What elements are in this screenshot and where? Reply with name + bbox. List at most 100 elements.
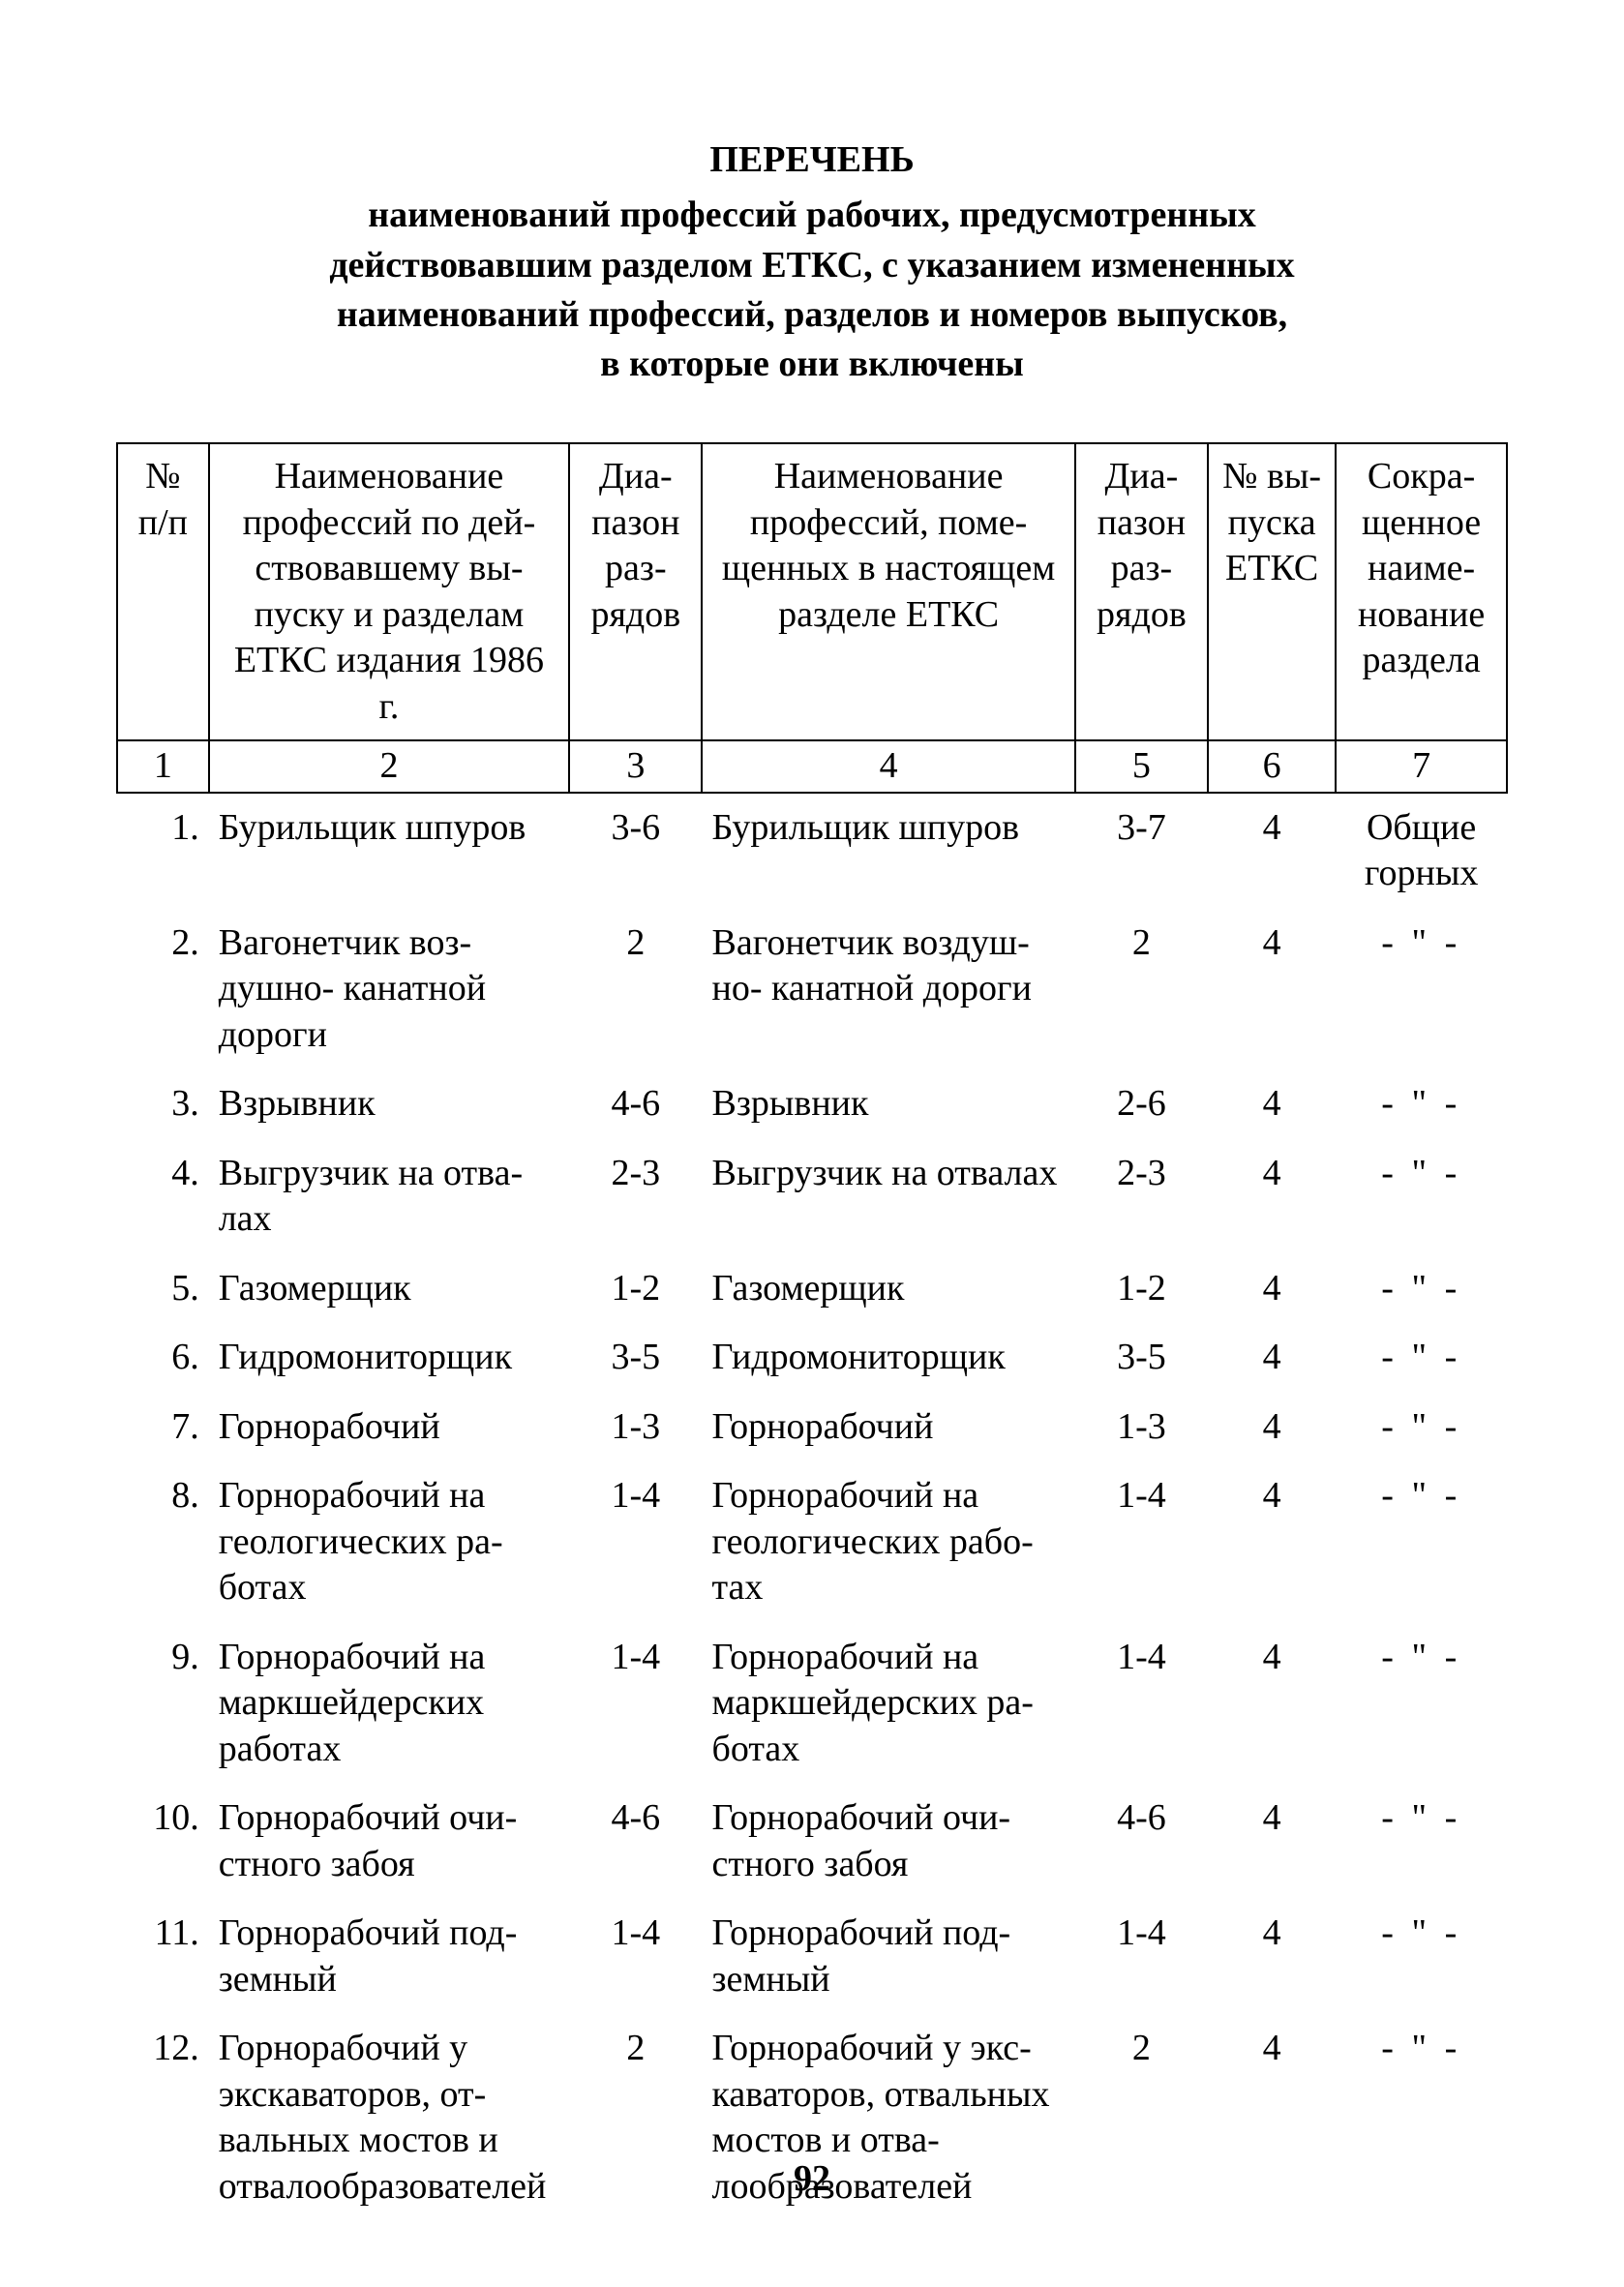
col-header-prof-old: Наименование профессий по дей­ствовавшем…: [209, 443, 569, 740]
cell-issue: 4: [1208, 1069, 1336, 1139]
cell-prof-new: Горнорабочий: [702, 1393, 1074, 1462]
cell-prof-old: Горнорабочий: [209, 1393, 569, 1462]
col-header-prof-new: Наименование профессий, поме­щенных в на…: [702, 443, 1074, 740]
cell-prof-old: Гидромониторщик: [209, 1323, 569, 1393]
cell-prof-new: Гидромониторщик: [702, 1323, 1074, 1393]
table-row: 2.Вагонетчик воз­душно- канатной дороги2…: [117, 909, 1507, 1070]
cell-npp: 3.: [117, 1069, 209, 1139]
cell-abbrev: - " -: [1336, 1461, 1507, 1623]
cell-range-old: 3-5: [569, 1323, 702, 1393]
cell-prof-old: Горнорабочий на маркшейдерских работах: [209, 1623, 569, 1785]
title-line-1: наименований профессий рабочих, предусмо…: [116, 191, 1508, 240]
cell-npp: 11.: [117, 1899, 209, 2014]
cell-abbrev: - " -: [1336, 1623, 1507, 1785]
cell-range-new: 1-4: [1075, 1623, 1208, 1785]
cell-npp: 2.: [117, 909, 209, 1070]
cell-npp: 4.: [117, 1139, 209, 1254]
table-row: 5.Газомерщик1-2Газомерщик1-24- " -: [117, 1254, 1507, 1324]
professions-table: № п/п Наименование профессий по дей­ство…: [116, 442, 1508, 2221]
cell-range-old: 1-4: [569, 1623, 702, 1785]
cell-range-old: 2: [569, 909, 702, 1070]
title-line-4: в которые они включены: [116, 340, 1508, 389]
cell-prof-old: Горнорабочий на геологических ра­ботах: [209, 1461, 569, 1623]
cell-range-new: 1-4: [1075, 1899, 1208, 2014]
colnum-4: 4: [702, 740, 1074, 793]
cell-issue: 4: [1208, 1323, 1336, 1393]
col-header-range-old: Диа­пазон раз­рядов: [569, 443, 702, 740]
table-row: 3.Взрывник4-6Взрывник2-64- " -: [117, 1069, 1507, 1139]
cell-range-new: 1-2: [1075, 1254, 1208, 1324]
cell-issue: 4: [1208, 793, 1336, 909]
cell-issue: 4: [1208, 909, 1336, 1070]
cell-range-new: 1-3: [1075, 1393, 1208, 1462]
title-main: ПЕРЕЧЕНЬ: [116, 135, 1508, 185]
cell-range-old: 2-3: [569, 1139, 702, 1254]
cell-prof-old: Горнорабочий под­земный: [209, 1899, 569, 2014]
cell-prof-old: Взрывник: [209, 1069, 569, 1139]
cell-prof-old: Газомерщик: [209, 1254, 569, 1324]
title-line-3: наименований профессий, разделов и номер…: [116, 290, 1508, 340]
cell-range-new: 4-6: [1075, 1784, 1208, 1899]
title-block: ПЕРЕЧЕНЬ наименований профессий рабочих,…: [116, 135, 1508, 389]
table-row: 6.Гидромониторщик3-5Гидромониторщик3-54-…: [117, 1323, 1507, 1393]
cell-prof-old: Бурильщик шпуров: [209, 793, 569, 909]
cell-range-new: 2: [1075, 909, 1208, 1070]
cell-range-old: 1-2: [569, 1254, 702, 1324]
cell-prof-new: Взрывник: [702, 1069, 1074, 1139]
title-line-2: действовавшим разделом ЕТКС, с указанием…: [116, 241, 1508, 290]
cell-abbrev: - " -: [1336, 1899, 1507, 2014]
cell-range-new: 2-6: [1075, 1069, 1208, 1139]
colnum-1: 1: [117, 740, 209, 793]
cell-issue: 4: [1208, 1899, 1336, 2014]
page-number: 92: [0, 2157, 1624, 2200]
cell-abbrev: - " -: [1336, 1139, 1507, 1254]
cell-prof-new: Горнорабочий на геологических рабо­тах: [702, 1461, 1074, 1623]
table-row: 8.Горнорабочий на геологических ра­ботах…: [117, 1461, 1507, 1623]
cell-abbrev: - " -: [1336, 1784, 1507, 1899]
cell-range-new: 2-3: [1075, 1139, 1208, 1254]
table-row: 10.Горнорабочий очи­стного забоя4-6Горно…: [117, 1784, 1507, 1899]
cell-issue: 4: [1208, 1784, 1336, 1899]
col-header-npp: № п/п: [117, 443, 209, 740]
cell-range-new: 1-4: [1075, 1461, 1208, 1623]
cell-abbrev: Общие горных: [1336, 793, 1507, 909]
cell-range-new: 3-7: [1075, 793, 1208, 909]
cell-issue: 4: [1208, 1393, 1336, 1462]
cell-range-new: 3-5: [1075, 1323, 1208, 1393]
document-page: ПЕРЕЧЕНЬ наименований профессий рабочих,…: [0, 0, 1624, 2287]
cell-range-old: 1-4: [569, 1461, 702, 1623]
table-header-row: № п/п Наименование профессий по дей­ство…: [117, 443, 1507, 740]
table-header-numrow: 1 2 3 4 5 6 7: [117, 740, 1507, 793]
cell-prof-new: Вагонетчик воздуш­но- канатной дороги: [702, 909, 1074, 1070]
cell-range-old: 3-6: [569, 793, 702, 909]
cell-prof-old: Горнорабочий очи­стного забоя: [209, 1784, 569, 1899]
colnum-7: 7: [1336, 740, 1507, 793]
col-header-issue: № вы­пуска ЕТКС: [1208, 443, 1336, 740]
colnum-2: 2: [209, 740, 569, 793]
cell-range-old: 4-6: [569, 1784, 702, 1899]
cell-npp: 5.: [117, 1254, 209, 1324]
cell-issue: 4: [1208, 1139, 1336, 1254]
cell-prof-new: Горнорабочий под­земный: [702, 1899, 1074, 2014]
cell-issue: 4: [1208, 1623, 1336, 1785]
cell-npp: 9.: [117, 1623, 209, 1785]
cell-prof-new: Бурильщик шпуров: [702, 793, 1074, 909]
cell-abbrev: - " -: [1336, 1254, 1507, 1324]
cell-range-old: 1-3: [569, 1393, 702, 1462]
col-header-range-new: Диа­пазон раз­рядов: [1075, 443, 1208, 740]
colnum-6: 6: [1208, 740, 1336, 793]
table-row: 1.Бурильщик шпуров3-6Бурильщик шпуров3-7…: [117, 793, 1507, 909]
table-head: № п/п Наименование профессий по дей­ство…: [117, 443, 1507, 793]
cell-range-old: 1-4: [569, 1899, 702, 2014]
table-row: 9.Горнорабочий на маркшейдерских работах…: [117, 1623, 1507, 1785]
cell-issue: 4: [1208, 1461, 1336, 1623]
cell-range-old: 4-6: [569, 1069, 702, 1139]
cell-npp: 1.: [117, 793, 209, 909]
colnum-5: 5: [1075, 740, 1208, 793]
table-row: 11.Горнорабочий под­земный1-4Горнорабочи…: [117, 1899, 1507, 2014]
cell-prof-old: Вагонетчик воз­душно- канатной дороги: [209, 909, 569, 1070]
cell-prof-new: Выгрузчик на отва­лах: [702, 1139, 1074, 1254]
table-row: 7.Горнорабочий1-3Горнорабочий1-34- " -: [117, 1393, 1507, 1462]
cell-abbrev: - " -: [1336, 1069, 1507, 1139]
cell-prof-old: Выгрузчик на отва­лах: [209, 1139, 569, 1254]
